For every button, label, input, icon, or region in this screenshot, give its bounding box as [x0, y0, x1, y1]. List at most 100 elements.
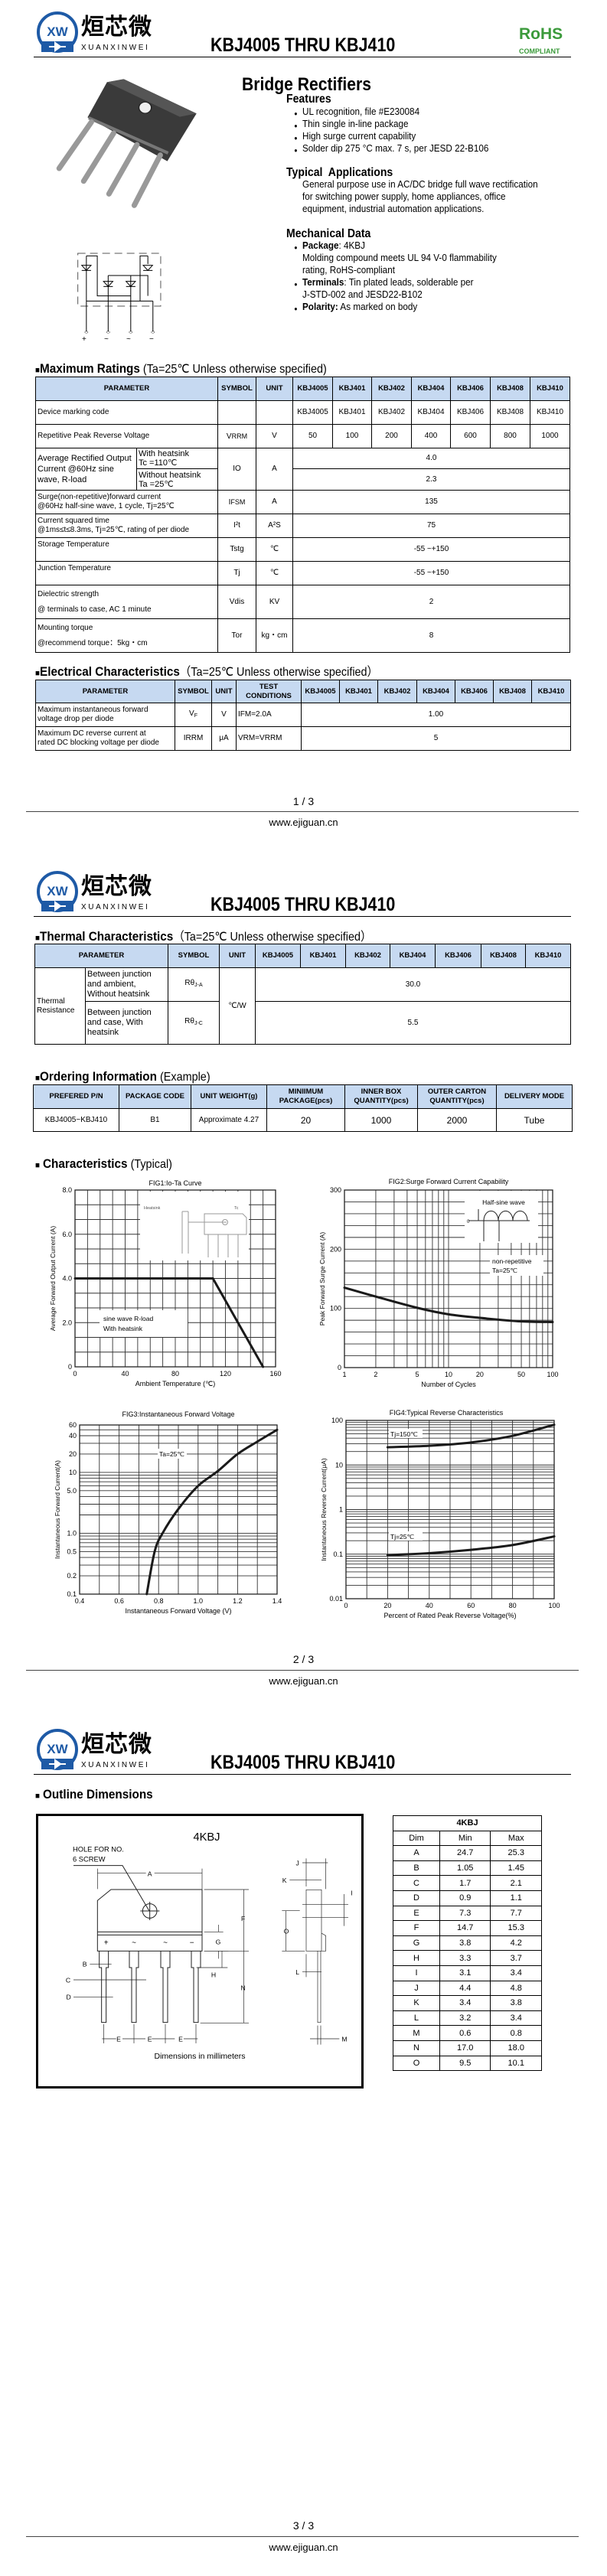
series-curve — [386, 1423, 556, 1449]
y-axis-label: Instantaneous Reverse Current(μA) — [320, 1458, 328, 1561]
symbol-cell: IFSM — [217, 490, 256, 514]
max-cell: 3.4 — [490, 1965, 542, 1981]
col-header: Max — [490, 1830, 542, 1847]
value-cell: B1 — [119, 1108, 191, 1132]
col-header: KBJ402 — [345, 944, 390, 968]
value-cell: 200 — [371, 424, 412, 448]
plot-frame — [345, 1420, 555, 1599]
table-header-row: PREFERED P/N PACKAGE CODE UNIT WEIGHT(g) MI… — [33, 1084, 573, 1109]
col-header: SYMBOL — [217, 377, 256, 401]
col-header: KBJ406 — [450, 377, 491, 401]
min-cell: 3.2 — [439, 2010, 491, 2027]
value-cell: 5.5 — [255, 1001, 571, 1045]
product-photo — [59, 79, 197, 205]
max-cell: 18.0 — [490, 2040, 542, 2056]
logo-chinese: 烜芯微 — [81, 873, 152, 900]
y-axis-label: Instantaneous Forward Current(A) — [54, 1460, 61, 1559]
mechanical-text: Molding compound meets UL 94 V-0 flammab… — [302, 252, 497, 263]
chart-title: FIG3:Instantaneous Forward Voltage — [122, 1410, 234, 1418]
symbol-cell: VF — [175, 703, 212, 727]
series-curve — [145, 1428, 279, 1596]
y-tick-label: 60 — [69, 1421, 77, 1429]
param-text: @ terminals to case, AC 1 minute — [38, 605, 152, 614]
series-label: Tj=25℃ — [390, 1533, 414, 1541]
min-cell: 7.3 — [439, 1905, 491, 1922]
y-axis-label: Average Forward Output Current (A) — [49, 1226, 57, 1331]
value-cell: 135 — [292, 490, 570, 514]
annotation-background — [100, 1310, 188, 1337]
product-illustrations — [0, 79, 197, 334]
symbol: Rθ — [184, 979, 195, 987]
col-header: KBJ408 — [481, 944, 526, 968]
annotation-background — [158, 1449, 187, 1459]
y-tick-label: 4.0 — [62, 1275, 72, 1283]
value-cell: 1.00 — [301, 703, 571, 727]
value-cell: 4.0 — [292, 448, 570, 469]
value-cell: 2000 — [417, 1108, 497, 1132]
footer-url: www.ejiguan.cn — [269, 2542, 338, 2553]
symbol-sub: FSM — [230, 497, 246, 506]
col-header: KBJ4005 — [292, 377, 333, 401]
col-header: MINIIMUM PACKAGE(pcs) — [266, 1084, 345, 1109]
min-cell: 1.05 — [439, 1860, 491, 1877]
col-header: KBJ401 — [339, 680, 378, 703]
y-tick-label: 1 — [339, 1506, 343, 1514]
section-title: Thermal Characteristics — [39, 929, 174, 944]
dim-cell: B — [393, 1860, 440, 1877]
table-row: Storage Temperature Tstg ℃ -55 ~+150 — [35, 537, 570, 562]
chart-fig3: FIG3:Instantaneous Forward Voltage 0.4 0.6… — [54, 1410, 282, 1615]
dim-cell: A — [393, 1845, 440, 1861]
param-text: Surge(non-repetitive)forward current — [38, 493, 162, 501]
header-text: TEST — [259, 682, 279, 691]
rohs-badge: RoHS — [519, 25, 563, 43]
condition-cell: With heatsink Tc =110℃ — [136, 448, 218, 469]
value-cell: 50 — [292, 424, 333, 448]
y-tick-label: 2.0 — [62, 1319, 72, 1326]
annotation: With heatsink — [103, 1325, 143, 1332]
table-row: Thermal Resistance Between junction and … — [34, 967, 571, 1045]
table-row: L 3.2 3.4 — [393, 2010, 542, 2027]
symbol: V — [226, 432, 232, 441]
inset-label: Tc — [234, 1206, 239, 1211]
param-cell: Average Rectified Output Current @60Hz s… — [35, 448, 137, 491]
y-tick-label: 0.1 — [333, 1550, 343, 1558]
param-cell: Current squared time @1ms≤t≤8.3ms, Tj=25℃… — [35, 514, 218, 538]
value-cell: 75 — [292, 514, 570, 538]
outline-heading: ■ Outline Dimensions — [35, 1787, 153, 1802]
param-text: @1ms≤t≤8.3ms, Tj=25℃, rating of per diod… — [38, 526, 190, 534]
mechanical-label: Package — [302, 240, 339, 251]
param-text: voltage drop per diode — [38, 715, 114, 723]
x-tick-label: 40 — [121, 1370, 129, 1378]
dim-label-e: E — [116, 2035, 121, 2043]
value-cell: KBJ410 — [530, 400, 570, 425]
mechanical-text: rating, RoHS-compliant — [302, 264, 395, 276]
symbol-cell: VRRM — [217, 424, 256, 448]
param-text: rated DC blocking voltage per diode — [38, 739, 159, 747]
dim-label-f: F — [241, 1915, 245, 1922]
symbol-sub: RRM — [231, 432, 248, 440]
mechanical-heading: Mechanical Data — [286, 227, 371, 240]
dim-label-d: D — [67, 1994, 71, 2001]
unit-cell: V — [211, 703, 237, 727]
mechanical-text: : Tin plated leads, solderable per — [344, 276, 474, 288]
x-tick-label: 2 — [374, 1371, 377, 1378]
table-row: Average Rectified Output Current @60Hz s… — [35, 448, 570, 491]
x-axis-label: Percent of Rated Peak Reverse Voltage(%) — [383, 1612, 516, 1619]
unit-cell: μA — [211, 726, 237, 751]
x-tick-label: 20 — [476, 1371, 484, 1378]
table-row: Device marking code KBJ4005 KBJ401 KBJ402 K… — [35, 400, 570, 425]
x-tick-label: 0 — [344, 1602, 348, 1609]
y-tick-label: 10 — [69, 1469, 77, 1476]
product-heading: Bridge Rectifiers — [242, 74, 372, 95]
value-cell: KBJ408 — [490, 400, 530, 425]
table-row: K 3.4 3.8 — [393, 1995, 542, 2011]
series-curve — [343, 1286, 554, 1323]
col-header: KBJ402 — [377, 680, 417, 703]
feature-item: High surge current capability — [294, 130, 416, 145]
outline-drawing-frame — [36, 1814, 364, 2089]
plot-frame — [344, 1189, 553, 1368]
table-row: KBJ4005~KBJ410 B1 Approximate 4.27 20 1000 20… — [33, 1108, 573, 1132]
value-cell: Approximate 4.27 — [191, 1108, 267, 1132]
mechanical-item-polarity: Polarity: As marked on body — [294, 301, 417, 315]
unit-cell: A — [256, 490, 293, 514]
